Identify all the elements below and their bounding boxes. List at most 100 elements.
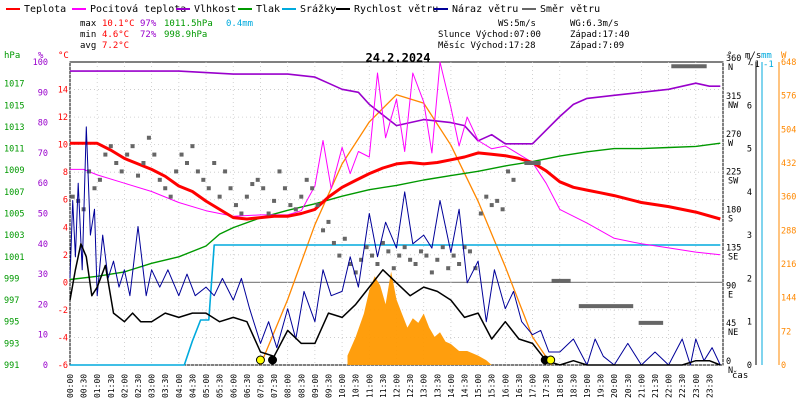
wind-direction-point: [255, 177, 260, 182]
wm2-tick-label: 288: [781, 226, 796, 236]
wind-direction-point: [152, 152, 157, 157]
dir-tick-label: N: [728, 366, 733, 376]
stat-max-press: 1011.5hPa: [164, 19, 213, 29]
info-sun-rise: Slunce Východ:07:00: [438, 30, 541, 40]
time-tick-label: 08:30: [297, 374, 306, 398]
time-tick-label: 04:00: [175, 374, 184, 398]
wind-direction-point: [462, 245, 467, 250]
time-tick-label: 09:00: [311, 374, 320, 398]
time-tick-label: 00:30: [80, 374, 89, 398]
time-tick-label: 08:00: [284, 374, 293, 398]
wind-direction-point: [223, 169, 228, 174]
legend-label-naraz: Náraz větru: [452, 3, 518, 15]
wind-direction-point: [326, 219, 331, 224]
stats-block: max 10.1°C 97% 1011.5hPa 0.4mm min 4.6°C…: [80, 19, 253, 51]
wind-direction-point: [277, 169, 282, 174]
dir-tick-degree: 225: [726, 168, 741, 178]
axis-unit-wm2: W: [781, 51, 787, 61]
time-tick-label: 02:30: [134, 374, 143, 398]
wind-direction-point: [375, 262, 380, 266]
series-layer: [69, 61, 721, 366]
time-tick-label: 17:30: [542, 374, 551, 398]
time-tick-label: 11:30: [379, 374, 388, 398]
pct-tick-label: 30: [38, 270, 48, 280]
wind-direction-point: [76, 198, 81, 203]
wind-direction-point: [239, 211, 244, 216]
wind-direction-point: [484, 194, 489, 199]
pct-tick-label: 80: [38, 119, 48, 129]
temp-tick-label: -2: [58, 306, 68, 316]
dir-tick-degree: 90: [726, 281, 736, 291]
wind-direction-point: [87, 169, 92, 174]
dir-tick-degree: 180: [726, 206, 741, 216]
wind-direction-point: [250, 182, 255, 187]
wind-direction-point: [212, 161, 217, 165]
stat-max-label: max: [80, 19, 97, 29]
stat-min-hum: 72%: [140, 30, 157, 40]
stat-max-hum: 97%: [140, 19, 157, 29]
moonset-marker: [268, 355, 278, 365]
axis-unit-mm: mm: [761, 51, 772, 61]
legend: Teplota Pocitová teplota Vlhkost Tlak Sr…: [6, 3, 600, 15]
wind-direction-point: [440, 245, 445, 250]
time-tick-label: 14:00: [447, 374, 456, 398]
stat-min-label: min: [80, 30, 96, 40]
time-tick-label: 13:30: [433, 374, 442, 398]
time-tick-label: 22:30: [678, 374, 687, 398]
time-tick-label: 00:00: [66, 374, 75, 398]
time-tick-label: 14:30: [461, 374, 470, 398]
time-tick-label: 02:00: [120, 374, 129, 398]
time-tick-label: 16:30: [515, 374, 524, 398]
wind-direction-point: [413, 262, 418, 266]
wind-direction-point: [228, 186, 233, 191]
hpa-tick-label: 1013: [4, 123, 24, 133]
time-tick-label: 19:00: [583, 374, 592, 398]
wind-direction-point: [141, 161, 146, 165]
time-tick-label: 18:00: [556, 374, 565, 398]
time-tick-label: 10:00: [338, 374, 347, 398]
wind-direction-point: [489, 203, 494, 208]
temp-tick-label: 10: [58, 141, 68, 151]
wind-direction-point: [506, 169, 511, 174]
wind-direction-point: [125, 152, 130, 157]
dir-tick-degree: 45: [726, 319, 736, 329]
ms-tick-label: 7: [747, 58, 752, 68]
hpa-tick-label: 1005: [4, 210, 24, 220]
stat-min-press: 998.9hPa: [164, 30, 207, 40]
axis-unit-ms: m/s: [745, 51, 761, 61]
radiation-area: [347, 271, 492, 365]
wind-direction-point: [184, 161, 189, 165]
dir-tick-degree: 0: [726, 357, 731, 367]
temp-tick-label: -4: [58, 333, 68, 343]
wind-direction-point: [435, 257, 440, 262]
hpa-tick-label: 1009: [4, 166, 24, 176]
wm2-tick-label: 576: [781, 92, 796, 102]
legend-label-rychlost: Rychlost větru: [354, 3, 438, 15]
time-tick-label: 23:00: [692, 374, 701, 398]
hpa-tick-label: 1007: [4, 188, 24, 198]
wind-direction-point: [130, 144, 135, 149]
hpa-tick-label: 993: [4, 339, 19, 349]
info-wg: WG:6.3m/s: [570, 19, 619, 29]
time-tick-label: 05:30: [216, 374, 225, 398]
time-tick-label: 11:00: [365, 374, 374, 398]
wind-direction-point: [114, 161, 119, 165]
hpa-tick-label: 995: [4, 318, 19, 328]
wind-direction-point: [511, 177, 516, 182]
axis-top-ms: -1: [749, 60, 760, 70]
wm2-tick-label: 504: [781, 125, 796, 135]
legend-label-tlak: Tlak: [256, 4, 280, 15]
pct-tick-label: 70: [38, 149, 48, 159]
wind-direction-point: [174, 169, 179, 174]
wind-direction-point: [321, 228, 326, 233]
wind-direction-point: [190, 144, 195, 149]
pct-tick-label: 100: [33, 58, 48, 68]
wind-direction-point: [282, 186, 287, 191]
wind-direction-point: [495, 198, 500, 203]
wind-direction-point: [386, 249, 391, 254]
wm2-tick-label: 0: [781, 361, 786, 371]
hpa-tick-label: 1001: [4, 253, 24, 263]
wind-direction-point: [348, 262, 353, 266]
wind-direction-point: [288, 203, 293, 208]
wind-direction-point: [266, 211, 271, 216]
